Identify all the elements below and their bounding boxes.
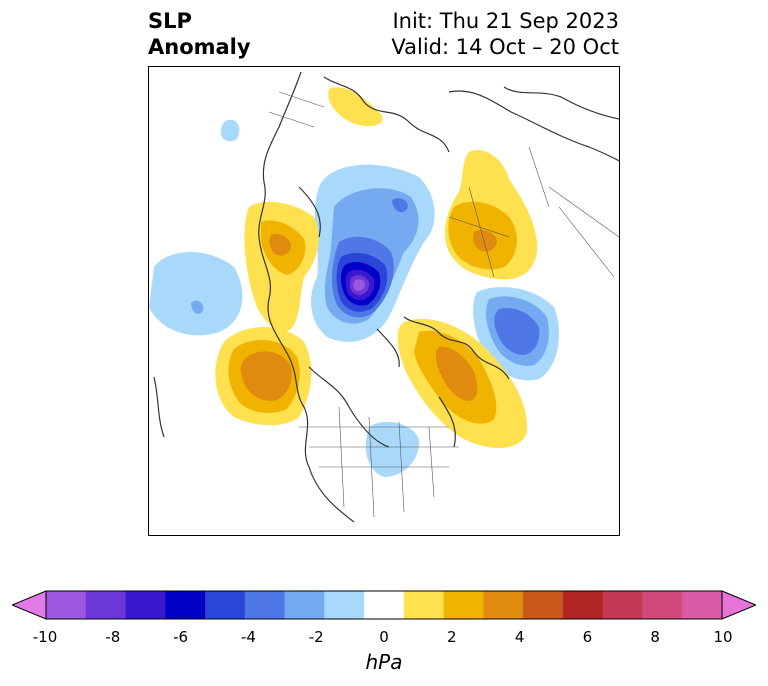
colorbar-cell (443, 591, 484, 619)
colorbar-cell (602, 591, 643, 619)
colorbar-tick-label: 8 (650, 628, 660, 646)
colorbar-cell (205, 591, 246, 619)
colorbar-cell (364, 591, 405, 619)
colorbar-tick-label: -4 (240, 628, 256, 646)
colorbar-cell (85, 591, 127, 619)
colorbar-tick-label: 6 (582, 628, 593, 646)
colorbar-cell (165, 591, 206, 619)
colorbar-cell (523, 591, 564, 619)
valid-range: Valid: 14 Oct – 20 Oct (391, 35, 619, 59)
colorbar-cell (284, 591, 325, 619)
title-line-1: SLP (148, 9, 192, 33)
colorbar-cell (46, 591, 87, 619)
colorbar-cell (642, 591, 683, 619)
map-subtitle: Init: Thu 21 Sep 2023 Valid: 14 Oct – 20… (391, 8, 619, 60)
colorbar-tick-label: 10 (713, 628, 733, 646)
colorbar-tick-label: 4 (514, 628, 525, 646)
map-title: SLP Anomaly (148, 8, 251, 60)
colorbar-border (45, 590, 723, 620)
colorbar-cell (682, 591, 723, 619)
colorbar-cell (244, 591, 286, 619)
political-borders (268, 91, 619, 518)
colorbar-tick-label: -8 (105, 628, 121, 646)
colorbar-cell (125, 591, 166, 619)
negative-anomaly-contours (149, 119, 559, 477)
colorbar-cell (483, 591, 524, 619)
colorbar-extend-min (12, 590, 47, 620)
colorbar-extend-max (721, 590, 756, 620)
colorbar (12, 590, 756, 620)
polar-map (148, 66, 620, 536)
colorbar-tick-label: -2 (308, 628, 324, 646)
colorbar-tick-label: -10 (32, 628, 58, 646)
colorbar-unit-label: hPa (365, 650, 403, 674)
colorbar-cell (403, 591, 445, 619)
colorbar-tick-label: 0 (379, 628, 389, 646)
colorbar-cell (562, 591, 604, 619)
title-line-2: Anomaly (148, 35, 251, 59)
anomaly-map-svg (149, 71, 619, 523)
colorbar-cell (324, 591, 365, 619)
colorbar-tick-label: 2 (447, 628, 457, 646)
colorbar-tick-label: -6 (173, 628, 189, 646)
init-date: Init: Thu 21 Sep 2023 (392, 9, 619, 33)
coastlines (153, 71, 619, 523)
